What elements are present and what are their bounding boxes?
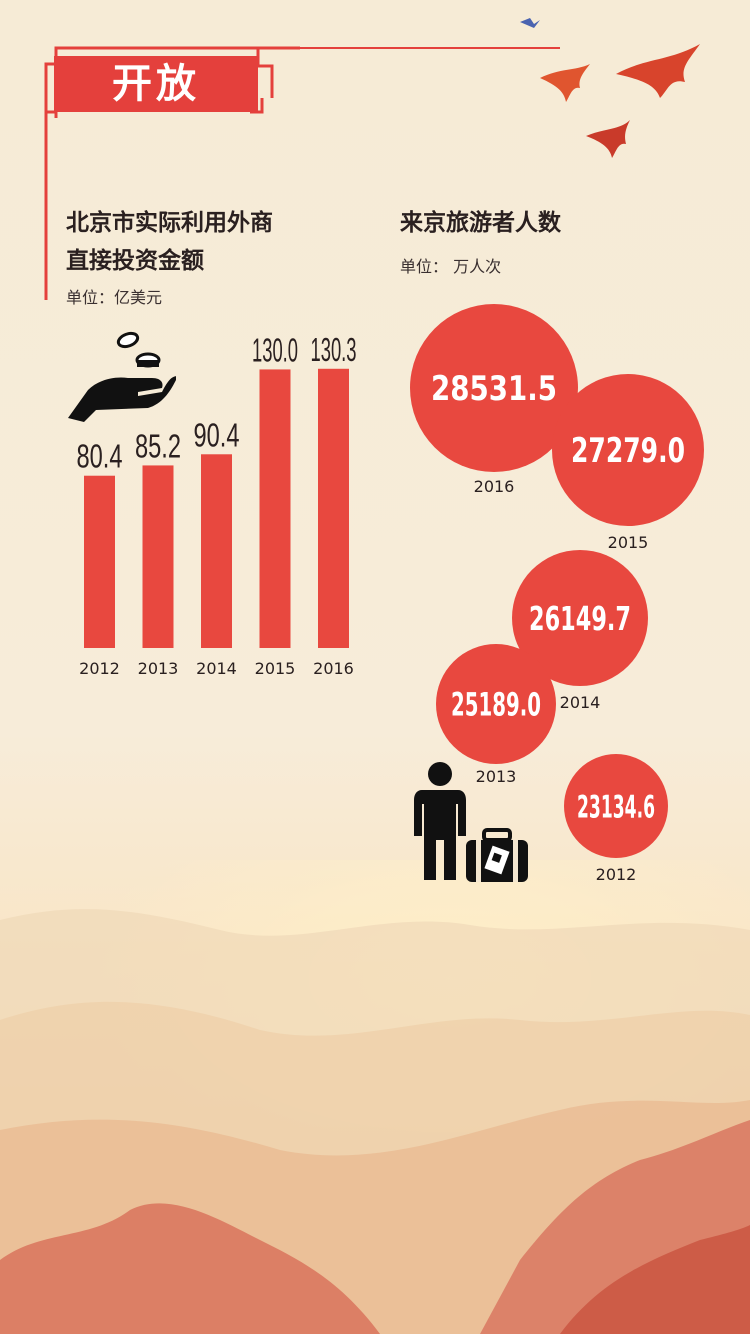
- fdi-title-line2: 直接投资金额: [66, 248, 204, 274]
- bubble-2016: [410, 304, 578, 472]
- hand-coins-icon: [68, 331, 176, 422]
- luggage-icon: [466, 828, 528, 882]
- mountain-landscape-image: [0, 909, 750, 1334]
- fdi-unit-label: 单位：亿美元: [66, 288, 163, 307]
- x-tick-label: 2015: [255, 659, 296, 678]
- bubble-year-label: 2015: [608, 533, 649, 552]
- bubble-year-label: 2016: [474, 477, 515, 496]
- page-title: 开放: [112, 61, 200, 107]
- tourism-unit-label: 单位： 万人次: [400, 257, 502, 276]
- bubble-value-label: 28531.5: [431, 369, 557, 409]
- x-tick-label: 2013: [138, 659, 179, 678]
- bubble-year-label: 2014: [560, 693, 601, 712]
- bubble-year-label: 2013: [476, 767, 517, 786]
- bubble-value-label: 26149.7: [529, 600, 631, 638]
- x-tick-label: 2014: [196, 659, 237, 678]
- bar-2012: [84, 475, 115, 648]
- bar-value-label: 130.3: [311, 331, 357, 368]
- bar-2013: [142, 465, 174, 648]
- bubble-year-label: 2012: [596, 865, 637, 884]
- bubble-value-label: 23134.6: [577, 789, 655, 825]
- bar-value-label: 90.4: [194, 416, 240, 453]
- bar-value-label: 130.0: [252, 331, 298, 368]
- tourism-chart-title: 来京旅游者人数: [400, 210, 561, 236]
- bubble-2012: [564, 754, 668, 858]
- bar-2014: [201, 454, 232, 648]
- bar-2016: [318, 368, 349, 648]
- x-tick-label: 2012: [79, 659, 120, 678]
- bubble-value-label: 25189.0: [451, 686, 541, 724]
- birds-decoration: [520, 18, 700, 158]
- bar-2015: [259, 369, 291, 648]
- fdi-chart-title: 北京市实际利用外商 直接投资金额: [66, 204, 366, 280]
- bubble-2013: [436, 644, 556, 764]
- bubble-2014: [512, 550, 648, 686]
- bubble-value-label: 27279.0: [571, 431, 685, 470]
- bar-value-label: 85.2: [135, 427, 181, 464]
- bar-value-label: 80.4: [77, 438, 123, 475]
- bubble-2015: [552, 374, 704, 526]
- x-tick-label: 2016: [313, 659, 354, 678]
- tourism-bubble-chart: 28531.5 2016 27279.0 2015 26149.7 2014 25189.0…: [410, 304, 704, 884]
- person-icon: [414, 762, 466, 880]
- fdi-bar-chart: 80.4 2012 85.2 2013 90.4 2014 130.0 2015 130.3 20…: [77, 331, 357, 678]
- title-banner: [54, 56, 258, 112]
- fdi-title-line1: 北京市实际利用外商: [66, 210, 273, 236]
